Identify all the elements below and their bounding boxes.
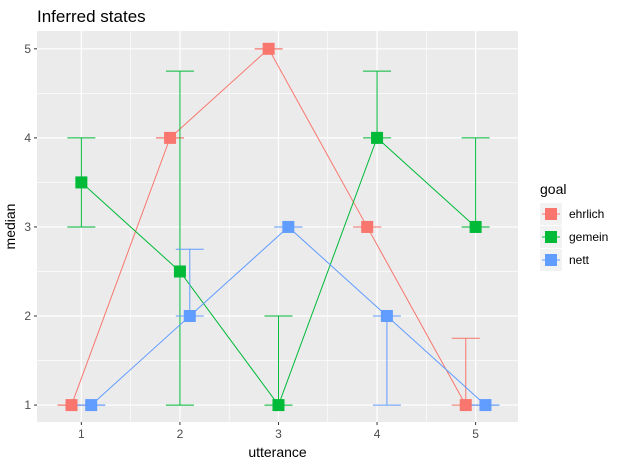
legend-key-marker [545,231,557,243]
legend-item-ehrlich: ehrlich [540,203,604,225]
data-point [75,176,88,189]
data-point [164,131,177,144]
data-point [262,42,275,55]
y-axis: 1 2 3 4 5 [24,42,37,412]
x-axis: 1 2 3 4 5 [78,422,479,441]
data-point [282,220,295,233]
data-point [361,220,374,233]
y-tick-label: 1 [24,398,31,412]
x-tick-label: 3 [275,427,282,441]
legend-items: ehrlich gemein nett [540,203,608,271]
data-point [479,399,492,412]
chart-title: Inferred states [37,7,146,26]
y-tick-label: 2 [24,309,31,323]
x-tick-label: 1 [78,427,85,441]
data-point [183,310,196,323]
legend-item-nett: nett [540,249,590,271]
error-bar [165,70,194,406]
data-point [272,399,285,412]
data-point [380,310,393,323]
legend-item-gemein: gemein [540,226,608,248]
data-point [469,220,482,233]
data-point [173,265,186,278]
series-nett [77,220,500,412]
data-point [459,399,472,412]
data-point [65,399,78,412]
y-tick-label: 5 [24,42,31,56]
legend: goal ehrlich gemein nett [540,181,608,271]
data-point [85,399,98,412]
y-tick-label: 3 [24,220,31,234]
x-tick-label: 4 [374,427,381,441]
y-axis-title: median [2,204,18,250]
legend-label: gemein [569,230,608,244]
y-tick-label: 4 [24,131,31,145]
x-tick-label: 2 [177,427,184,441]
legend-label: ehrlich [569,207,604,221]
legend-label: nett [569,253,590,267]
legend-title: goal [540,181,566,197]
x-axis-title: utterance [248,444,307,460]
series-gemein [67,70,490,412]
series-layer [57,42,500,412]
x-tick-label: 5 [472,427,479,441]
legend-key-marker [545,208,557,220]
data-point [371,131,384,144]
legend-key-marker [545,254,557,266]
